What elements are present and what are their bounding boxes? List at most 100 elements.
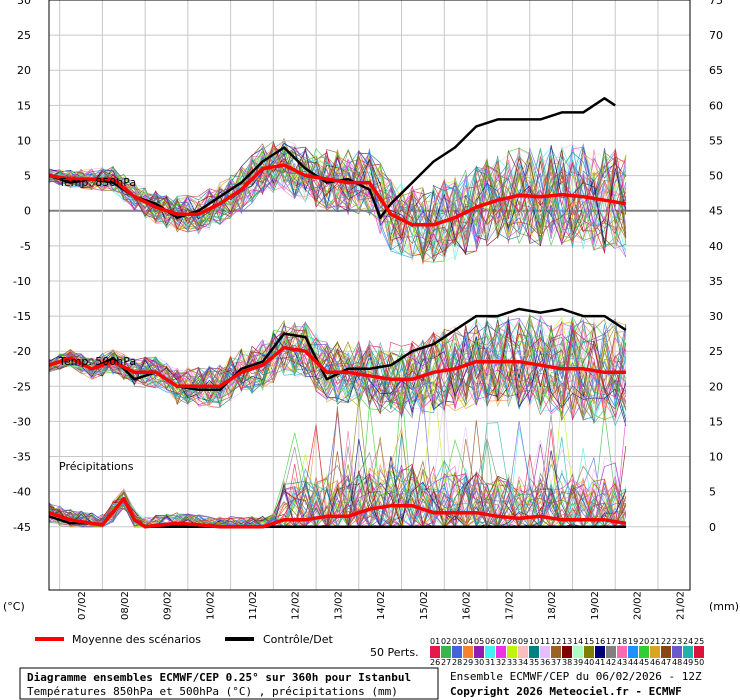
perturbation-swatch xyxy=(518,652,528,658)
perturbation-line xyxy=(48,139,627,253)
y-tick-right: 20 xyxy=(709,380,723,393)
perturbation-swatch xyxy=(518,646,528,652)
perturbation-swatch xyxy=(606,646,616,652)
y-tick-right: 35 xyxy=(709,275,723,288)
perturbation-swatch xyxy=(672,646,682,652)
y-tick-left: -40 xyxy=(13,486,31,499)
perturbation-number: 50 xyxy=(694,658,704,667)
footer-subtitle: Températures 850hPa et 500hPa (°C) , pré… xyxy=(27,685,398,698)
perturbation-line xyxy=(48,324,626,416)
x-date-label: 15/02 xyxy=(419,591,430,620)
perturbation-swatch xyxy=(694,652,704,658)
perturbation-number: 05 xyxy=(474,637,484,646)
perturbation-number: 38 xyxy=(562,658,572,667)
perturbation-swatch xyxy=(584,652,594,658)
perturbation-number: 34 xyxy=(518,658,528,667)
perturbation-swatch xyxy=(584,646,594,652)
perturbation-number: 37 xyxy=(551,658,561,667)
y-tick-left: -25 xyxy=(13,380,31,393)
perturbation-line xyxy=(48,319,627,410)
y-tick-right: 30 xyxy=(709,310,723,323)
legend-control-label: Contrôle/Det xyxy=(263,633,333,646)
perturbation-swatch xyxy=(661,652,671,658)
perturbation-swatch xyxy=(496,652,506,658)
perturbation-swatch xyxy=(452,646,462,652)
perturbation-line xyxy=(48,316,627,407)
perturbation-swatch xyxy=(452,652,462,658)
perturbation-number: 01 xyxy=(430,637,440,646)
y-tick-left: 30 xyxy=(17,0,31,7)
y-tick-right: 15 xyxy=(709,415,723,428)
perturbation-number: 44 xyxy=(628,658,638,667)
y-tick-right: 0 xyxy=(709,521,716,534)
x-date-label: 13/02 xyxy=(333,591,344,620)
y-tick-right: 10 xyxy=(709,451,723,464)
perturbation-number: 25 xyxy=(694,637,704,646)
perturbation-number: 13 xyxy=(562,637,572,646)
y-tick-right: 70 xyxy=(709,29,723,42)
perturbation-number: 29 xyxy=(463,658,473,667)
perturbation-number: 07 xyxy=(496,637,506,646)
x-date-label: 18/02 xyxy=(547,591,558,620)
perturbation-swatch xyxy=(463,646,473,652)
perturbation-number: 02 xyxy=(441,637,451,646)
perturbation-number: 24 xyxy=(683,637,693,646)
perturbation-line xyxy=(48,145,627,243)
y-tick-left: 25 xyxy=(17,29,31,42)
y-tick-left: -15 xyxy=(13,310,31,323)
panel-label: Temp. 500hPa xyxy=(58,355,136,368)
perturbation-swatch xyxy=(573,646,583,652)
perturbation-number: 11 xyxy=(540,637,550,646)
perturbation-line xyxy=(48,149,627,261)
perturbation-number: 31 xyxy=(485,658,495,667)
perturbation-swatch xyxy=(430,646,440,652)
axes xyxy=(48,0,691,591)
plot-frame xyxy=(48,0,691,591)
y-tick-left: -35 xyxy=(13,451,31,464)
y-tick-right: 55 xyxy=(709,134,723,147)
perturbation-legend: 01 02 03 04 05 06 07 08 09 10 11 12 13 14 15 16 17 18 19 20… xyxy=(430,637,704,667)
perturbation-swatch xyxy=(474,646,484,652)
y-tick-right: 5 xyxy=(709,486,716,499)
perturbation-number: 49 xyxy=(683,658,693,667)
perturbation-number: 10 xyxy=(529,637,539,646)
perturbation-swatch xyxy=(672,652,682,658)
perturbation-number: 43 xyxy=(617,658,627,667)
y-tick-right: 25 xyxy=(709,345,723,358)
right-axis-unit: (mm) xyxy=(709,600,739,613)
perturbation-swatch xyxy=(639,646,649,652)
perturbation-line xyxy=(48,319,627,426)
perturbation-line xyxy=(48,322,627,413)
perturbation-swatch xyxy=(485,652,495,658)
perturbation-line xyxy=(48,336,627,416)
perturbation-line xyxy=(48,143,627,249)
perturbation-number: 08 xyxy=(507,637,517,646)
y-tick-right: 45 xyxy=(709,205,723,218)
perturbation-number: 21 xyxy=(650,637,660,646)
x-date-label: 19/02 xyxy=(590,591,601,620)
mean-line xyxy=(48,163,627,227)
perturbation-number: 22 xyxy=(661,637,671,646)
x-date-label: 14/02 xyxy=(376,591,387,620)
y-tick-left: -45 xyxy=(13,521,31,534)
perturbation-swatch xyxy=(595,646,605,652)
perturbation-swatch xyxy=(606,652,616,658)
mean-line xyxy=(48,345,626,389)
y-tick-left: -20 xyxy=(13,345,31,358)
perturbation-number: 04 xyxy=(463,637,473,646)
perturbation-swatch xyxy=(650,652,660,658)
perturbation-line xyxy=(48,320,627,427)
perturbation-swatch xyxy=(562,652,572,658)
perturbation-swatch xyxy=(507,646,517,652)
perturbation-swatch xyxy=(639,652,649,658)
perturbation-swatch xyxy=(617,652,627,658)
perturbation-swatch xyxy=(540,646,550,652)
y-tick-right: 65 xyxy=(709,64,723,77)
perturbation-line xyxy=(48,140,627,257)
left-axis-unit: (°C) xyxy=(3,600,25,613)
perturbation-number: 06 xyxy=(485,637,495,646)
perturbation-number: 14 xyxy=(573,637,583,646)
perturbation-line xyxy=(48,144,627,251)
perturbation-line xyxy=(48,149,627,259)
